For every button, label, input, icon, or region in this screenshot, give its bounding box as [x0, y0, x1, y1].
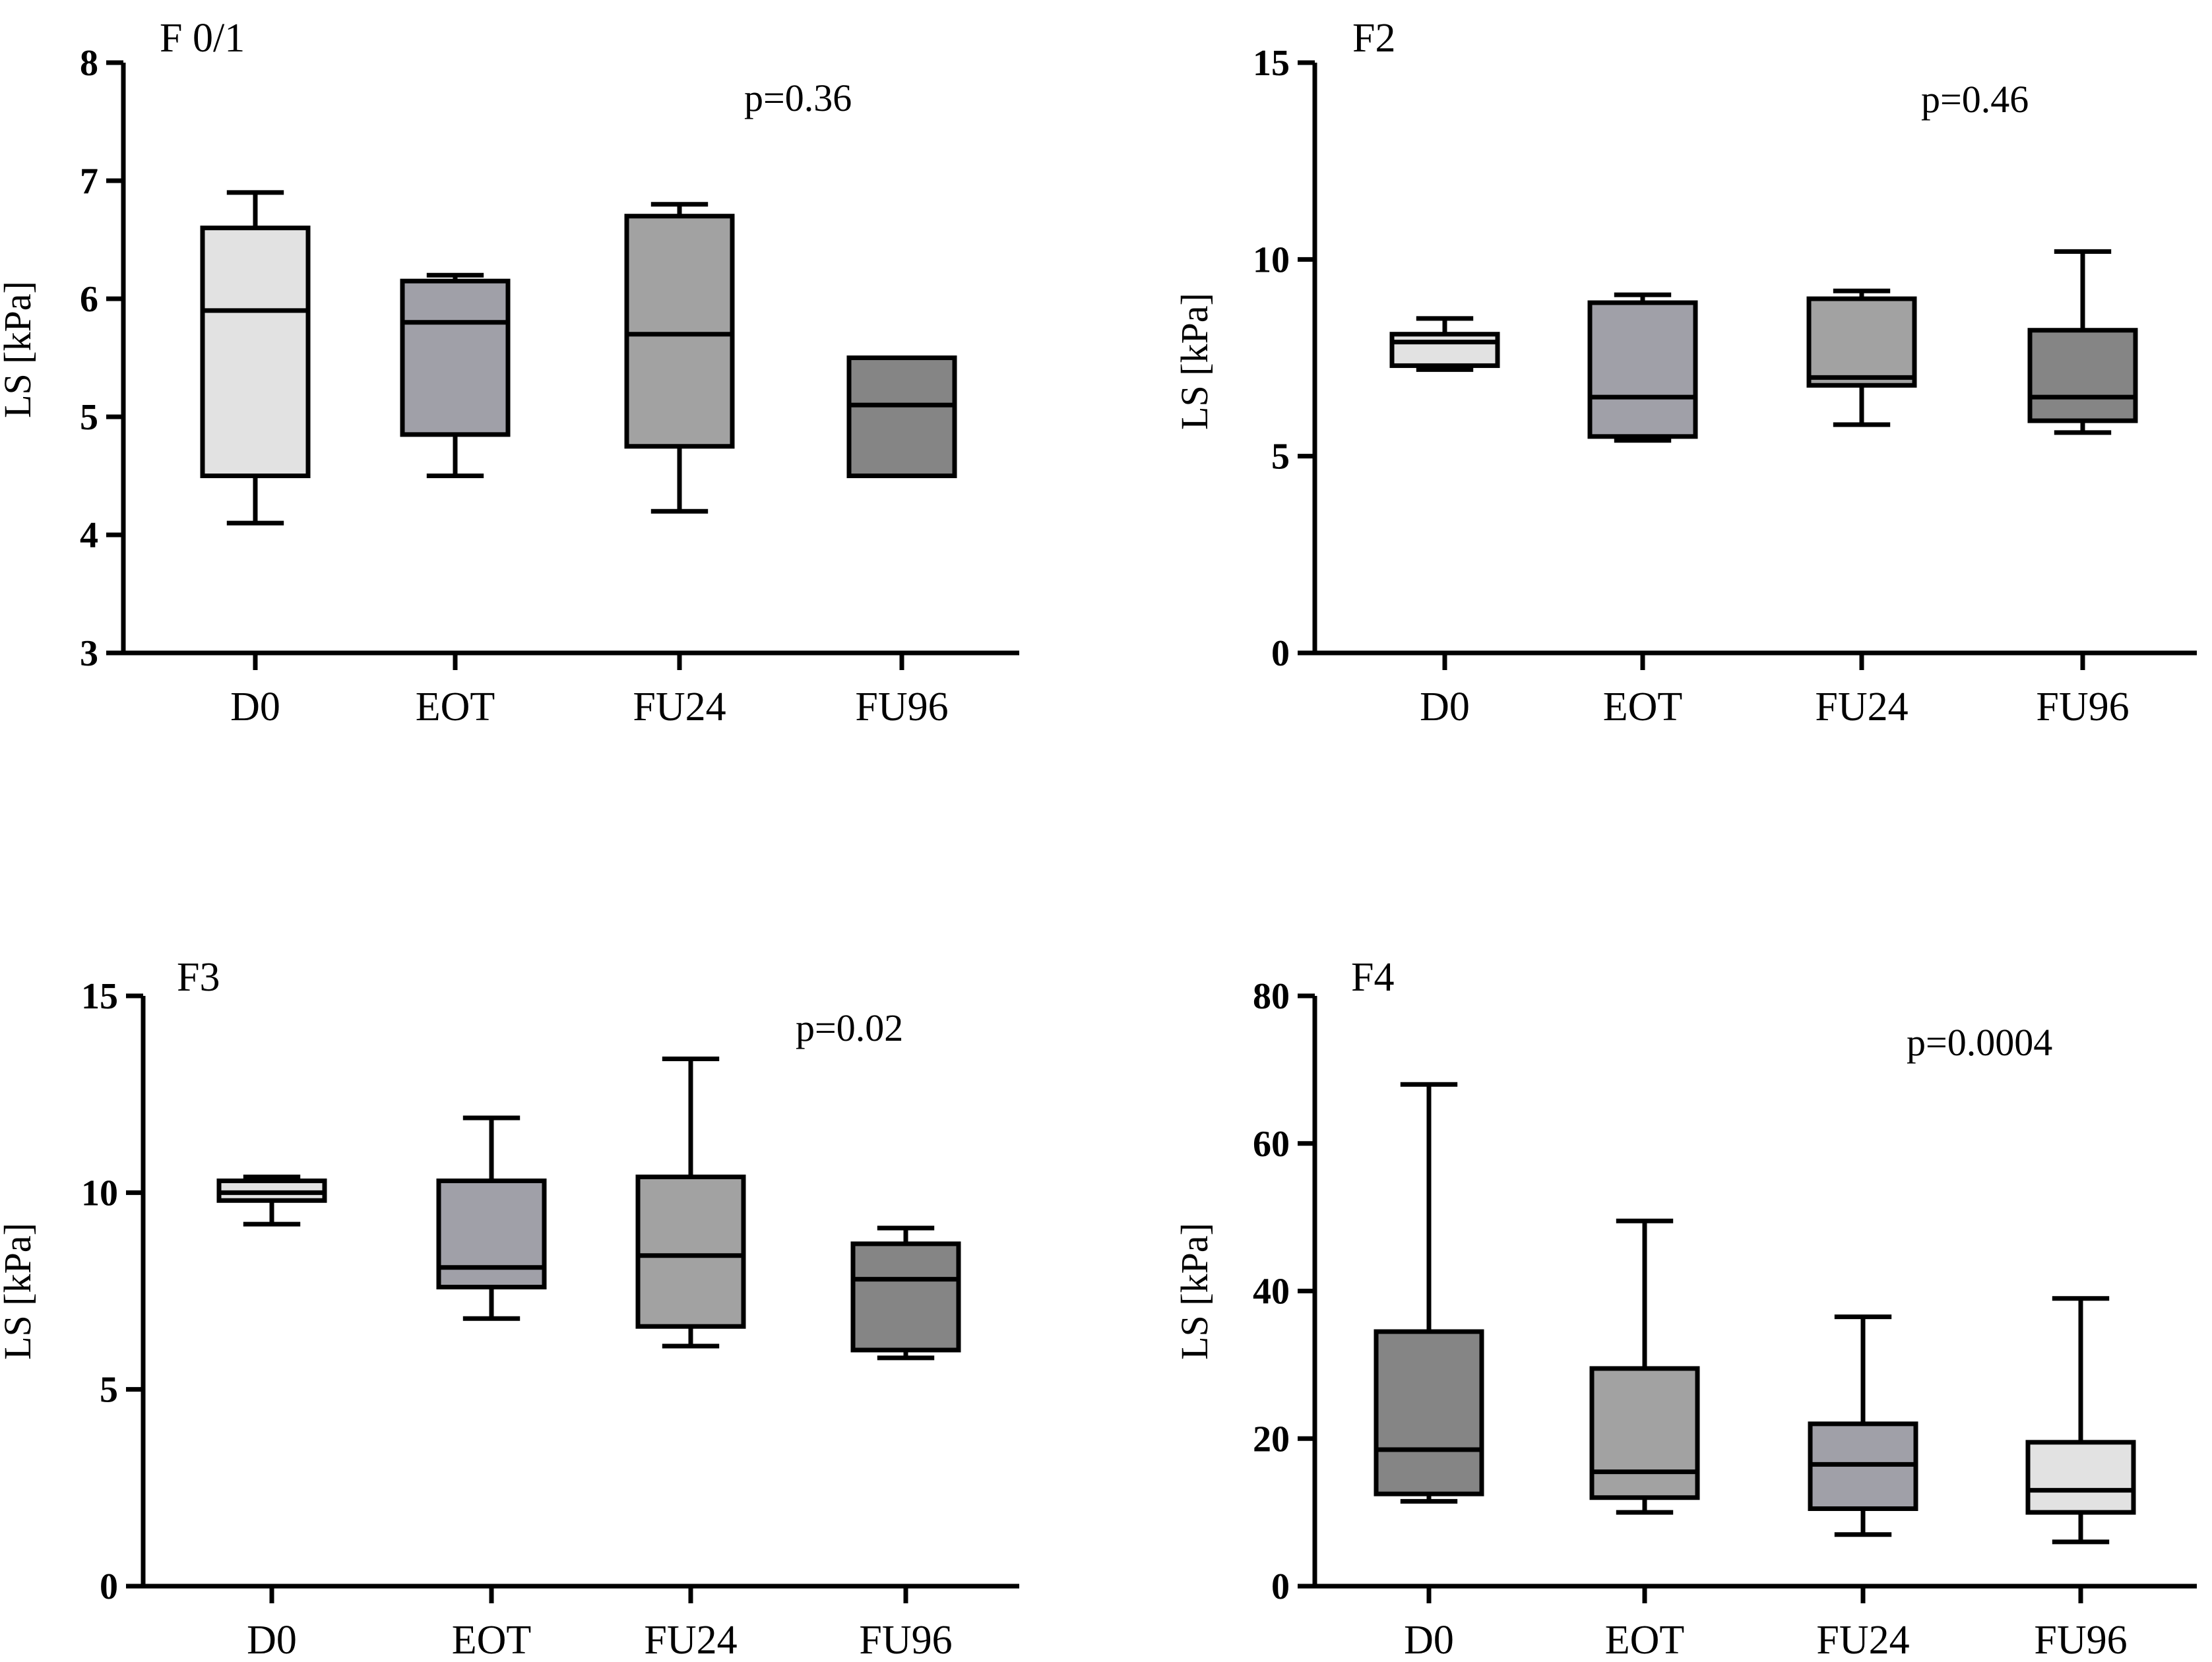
- x-tick-label: FU96: [855, 685, 948, 729]
- box-fu24: [624, 202, 735, 514]
- box-eot: [400, 272, 511, 478]
- panel-title: F 0/1: [160, 16, 245, 61]
- box-fu96: [2027, 249, 2138, 435]
- iqr-box: [1589, 1366, 1700, 1500]
- y-tick-label: 5: [80, 397, 98, 438]
- p-value-label: p=0.0004: [1907, 1021, 2052, 1064]
- x-tick-label: EOT: [1605, 1618, 1685, 1662]
- panel-title: F3: [177, 955, 220, 1000]
- x-tick-label: EOT: [1603, 685, 1683, 729]
- box-d0: [1389, 316, 1500, 372]
- box-fu24: [1808, 1314, 1918, 1537]
- iqr-box: [1389, 332, 1500, 368]
- panel-title: F2: [1352, 16, 1395, 61]
- plot-area: 3 4 5 6 7 8 D0 EOT FU24 FU96: [80, 43, 1019, 729]
- x-tick-label: FU96: [859, 1618, 952, 1662]
- panel-f2: LS [kPa] F2 p=0.46 0 5 10 15 D0 EOT FU24 FU96: [1173, 16, 2197, 729]
- y-tick-label: 0: [1271, 633, 1290, 674]
- box-fu96: [850, 1225, 961, 1361]
- y-tick-label: 15: [1253, 43, 1290, 84]
- panel-f3: LS [kPa] F3 p=0.02 0 5 10 15 D0 EOT FU24 FU96: [0, 955, 1019, 1662]
- box-fu96: [846, 355, 957, 478]
- box-fu24: [1806, 288, 1917, 427]
- x-tick-label: EOT: [416, 685, 495, 729]
- box-d0: [216, 1174, 327, 1227]
- panel-f4: LS [kPa] F4 p=0.0004 0 20 40 60 80 D0 EOT FU24 F…: [1173, 955, 2197, 1662]
- iqr-box: [624, 214, 735, 449]
- x-tick-label: FU24: [1816, 1618, 1909, 1662]
- iqr-box: [400, 278, 511, 437]
- y-tick-label: 5: [100, 1370, 118, 1411]
- plot-area: 0 20 40 60 80 D0 EOT FU24 FU96: [1253, 976, 2197, 1662]
- p-value-label: p=0.36: [744, 77, 852, 119]
- iqr-box: [2027, 328, 2138, 423]
- iqr-box: [635, 1174, 746, 1329]
- p-value-label: p=0.02: [796, 1006, 903, 1049]
- y-tick-label: 6: [80, 279, 98, 320]
- box-fu96: [2025, 1296, 2136, 1545]
- x-tick-label: FU96: [2034, 1618, 2127, 1662]
- box-d0: [1374, 1082, 1484, 1504]
- y-tick-label: 60: [1253, 1124, 1290, 1165]
- y-tick-label: 10: [1253, 239, 1290, 280]
- iqr-box: [1806, 296, 1917, 388]
- iqr-box: [2025, 1440, 2136, 1515]
- p-value-label: p=0.46: [1921, 78, 2029, 121]
- iqr-box: [1374, 1329, 1484, 1496]
- x-tick-label: FU24: [633, 685, 726, 729]
- y-tick-label: 40: [1253, 1272, 1290, 1312]
- y-tick-label: 7: [80, 161, 98, 202]
- y-axis-label: LS [kPa]: [1173, 293, 1216, 430]
- y-tick-label: 8: [80, 43, 98, 84]
- box-eot: [436, 1115, 547, 1321]
- iqr-box: [1587, 300, 1698, 439]
- y-axis-label: LS [kPa]: [1173, 1223, 1216, 1360]
- box-d0: [200, 190, 311, 526]
- x-tick-label: FU96: [2036, 685, 2129, 729]
- y-tick-label: 20: [1253, 1419, 1290, 1460]
- iqr-box: [436, 1178, 547, 1290]
- iqr-box: [200, 226, 311, 478]
- panel-f01: LS [kPa] F 0/1 p=0.36 3 4 5 6 7 8 D0 EOT FU24 FU9…: [0, 16, 1019, 729]
- x-tick-label: D0: [247, 1618, 297, 1662]
- iqr-box: [850, 1241, 961, 1353]
- y-tick-label: 0: [1271, 1566, 1290, 1607]
- y-axis-label: LS [kPa]: [0, 1223, 39, 1360]
- box-eot: [1589, 1218, 1700, 1515]
- iqr-box: [846, 355, 957, 478]
- box-fu24: [635, 1056, 746, 1349]
- y-tick-label: 3: [80, 633, 98, 674]
- x-tick-label: FU24: [1815, 685, 1908, 729]
- y-tick-label: 10: [81, 1173, 118, 1214]
- y-axis-label: LS [kPa]: [0, 281, 39, 418]
- y-tick-label: 5: [1271, 437, 1290, 477]
- plot-area: 0 5 10 15 D0 EOT FU24 FU96: [1253, 43, 2197, 729]
- y-tick-label: 0: [100, 1566, 118, 1607]
- y-tick-label: 80: [1253, 976, 1290, 1017]
- x-tick-label: D0: [1404, 1618, 1454, 1662]
- x-tick-label: EOT: [452, 1618, 532, 1662]
- x-tick-label: D0: [230, 685, 280, 729]
- y-tick-label: 15: [81, 976, 118, 1017]
- panel-title: F4: [1351, 955, 1394, 1000]
- y-tick-label: 4: [80, 515, 98, 556]
- x-tick-label: FU24: [644, 1618, 737, 1662]
- plot-area: 0 5 10 15 D0 EOT FU24 FU96: [81, 976, 1019, 1662]
- box-eot: [1587, 292, 1698, 443]
- x-tick-label: D0: [1420, 685, 1470, 729]
